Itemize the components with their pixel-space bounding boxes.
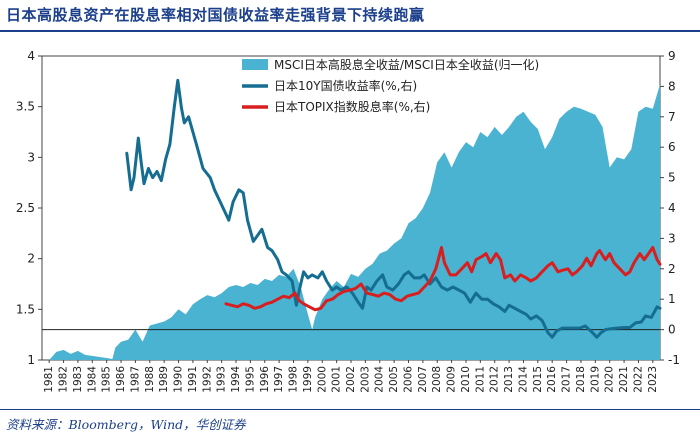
x-tick-label: 2004 [374,366,386,393]
x-tick-label: 2022 [632,366,644,393]
x-tick-label: 2018 [575,366,587,393]
x-tick-label: 1995 [244,366,256,393]
line-layer [125,78,662,339]
x-tick-label: 2023 [647,366,659,393]
area-layer [49,84,660,361]
right-tick-label: 9 [668,49,676,63]
x-tick-label: 1988 [144,366,156,393]
x-tick-label: 1994 [230,366,242,393]
left-tick-label: 2.5 [16,201,35,215]
x-tick-label: 1997 [273,366,285,393]
right-tick-label: 2 [668,262,676,276]
left-tick-label: 4 [27,49,35,63]
left-tick-label: 1.5 [16,302,35,316]
x-tick-label: 1998 [288,366,300,393]
right-tick-label: 7 [668,110,676,124]
x-tick-label: 1985 [101,366,113,393]
left-tick-label: 2 [27,252,35,266]
right-tick-label: 8 [668,79,676,93]
source-note: 资料来源：Bloomberg，Wind，华创证券 [6,417,246,432]
x-tick-label: 2001 [331,366,343,393]
x-tick-label: 2014 [518,366,530,393]
x-tick-label: 1990 [173,366,185,393]
left-tick-label: 1 [27,353,35,367]
x-tick-label: 1992 [201,366,213,393]
legend-label: MSCI日本高股息全收益/MSCI日本全收益(归一化) [274,57,539,72]
x-tick-label: 2009 [446,366,458,393]
x-tick-label: 1993 [216,366,228,393]
x-tick-label: 2002 [345,366,357,393]
x-tick-label: 1991 [187,366,199,393]
x-tick-label: 2020 [604,366,616,393]
right-tick-label: 3 [668,231,676,245]
right-tick-label: 0 [668,323,676,337]
x-tick-label: 2007 [417,366,429,393]
x-tick-label: 2008 [431,366,443,393]
x-tick-label: 2017 [561,366,573,393]
legend-label: 日本TOPIX指数股息率(%,右) [274,99,430,114]
x-tick-label: 2010 [460,366,472,393]
right-tick-label: 6 [668,140,676,154]
left-tick-label: 3.5 [16,100,35,114]
right-tick-label: -1 [668,353,680,367]
x-tick-label: 1999 [302,366,314,393]
right-tick-label: 1 [668,292,676,306]
x-tick-label: 1986 [115,366,127,393]
x-tick-label: 2016 [546,366,558,393]
legend: MSCI日本高股息全收益/MSCI日本全收益(归一化) 日本10Y国债收益率(%,… [242,57,539,114]
x-tick-label: 2000 [316,366,328,393]
x-tick-label: 2019 [589,366,601,393]
x-tick-label: 2006 [403,366,415,393]
x-tick-label: 2003 [359,366,371,393]
title-divider [0,30,700,32]
x-tick-label: 1989 [158,366,170,393]
x-tick-label: 2012 [489,366,501,393]
x-tick-label: 1983 [72,366,84,393]
x-tick-label: 1981 [43,366,55,393]
x-tick-label: 2015 [532,366,544,393]
x-tick-label: 2011 [474,366,486,393]
x-tick-label: 1987 [129,366,141,393]
legend-label: 日本10Y国债收益率(%,右) [274,78,417,93]
series-1-line [125,78,662,339]
left-tick-label: 3 [27,150,35,164]
x-tick-label: 2013 [503,366,515,393]
series-0-area [49,84,660,361]
chart-title: 日本高股息资产在股息率相对国债收益率走强背景下持续跑赢 [6,6,425,24]
x-tick-label: 2005 [388,366,400,393]
series-2-line [224,246,662,312]
footer-divider [0,409,700,410]
x-tick-label: 1996 [259,366,271,393]
right-tick-label: 5 [668,171,676,185]
right-tick-label: 4 [668,201,676,215]
x-tick-label: 2021 [618,366,630,393]
legend-swatch-area [242,59,268,70]
x-tick-label: 1982 [58,366,70,393]
x-tick-label: 1984 [86,366,98,393]
